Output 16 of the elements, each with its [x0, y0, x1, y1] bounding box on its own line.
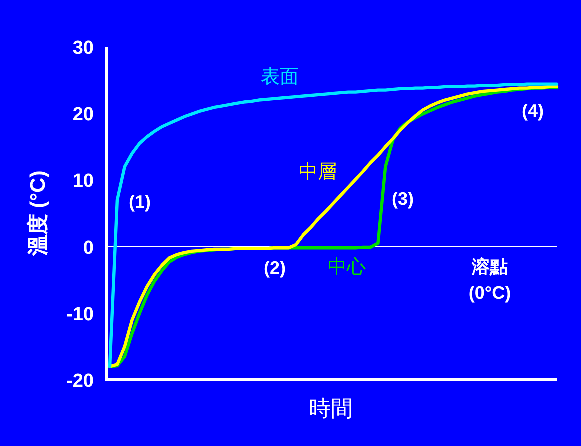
annotation: (3) [392, 189, 414, 209]
y-tick-label: -20 [66, 371, 94, 392]
annotation: (4) [522, 101, 544, 121]
ref-line-label: 溶點 (0°C) [468, 256, 512, 303]
series-label: 中心 [328, 256, 366, 278]
annotation: (2) [264, 258, 286, 278]
y-tick-label: 0 [83, 238, 94, 259]
series-label: 表面 [261, 67, 299, 88]
y-tick-label: -10 [66, 304, 94, 326]
y-tick-label: 20 [72, 104, 94, 126]
x-axis-title: 時間 [309, 396, 353, 421]
y-tick-label: 30 [72, 38, 94, 59]
y-axis-title: 溫度 (°C) [26, 170, 50, 258]
series-label: 中層 [299, 162, 337, 183]
annotation: (1) [129, 192, 152, 212]
y-tick-label: 10 [72, 171, 94, 192]
